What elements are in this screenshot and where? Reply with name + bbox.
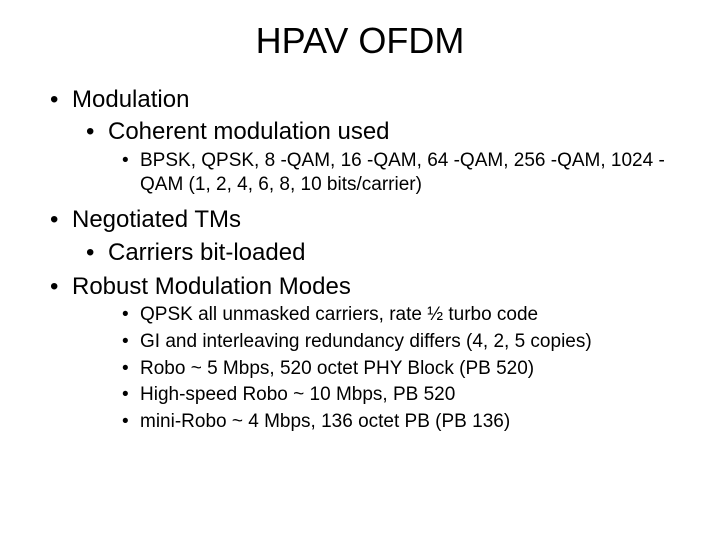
bullet-icon: • — [50, 84, 72, 116]
bullet-icon: • — [122, 410, 140, 435]
list-item: • Modulation • Coherent modulation used … — [50, 84, 690, 198]
list-item: • GI and interleaving redundancy differs… — [122, 330, 690, 355]
bullet-text: Negotiated TMs — [72, 204, 690, 236]
bullet-text: Robo ~ 5 Mbps, 520 octet PHY Block (PB 5… — [140, 357, 690, 382]
list-item: • Robo ~ 5 Mbps, 520 octet PHY Block (PB… — [122, 357, 690, 382]
bullet-icon: • — [122, 383, 140, 408]
list-item: • mini-Robo ~ 4 Mbps, 136 octet PB (PB 1… — [122, 410, 690, 435]
bullet-text: Modulation — [72, 84, 690, 116]
bullet-list-level-1: • Modulation • Coherent modulation used … — [30, 84, 690, 435]
slide-title: HPAV OFDM — [30, 20, 690, 62]
bullet-text: High-speed Robo ~ 10 Mbps, PB 520 — [140, 383, 690, 408]
bullet-text: GI and interleaving redundancy differs (… — [140, 330, 690, 355]
bullet-icon: • — [122, 303, 140, 328]
bullet-text: Robust Modulation Modes — [72, 271, 690, 303]
bullet-icon: • — [50, 271, 72, 303]
list-item: • BPSK, QPSK, 8 -QAM, 16 -QAM, 64 -QAM, … — [122, 149, 690, 198]
bullet-icon: • — [122, 357, 140, 382]
list-item: • Coherent modulation used • BPSK, QPSK,… — [86, 116, 690, 198]
list-item: • High-speed Robo ~ 10 Mbps, PB 520 — [122, 383, 690, 408]
bullet-icon: • — [86, 116, 108, 148]
bullet-list-level-2: • Carriers bit-loaded — [50, 237, 690, 269]
list-item: • QPSK all unmasked carriers, rate ½ tur… — [122, 303, 690, 328]
bullet-text: Coherent modulation used — [108, 116, 690, 148]
list-item: • Negotiated TMs • Carriers bit-loaded — [50, 204, 690, 269]
bullet-list-level-3: • BPSK, QPSK, 8 -QAM, 16 -QAM, 64 -QAM, … — [86, 149, 690, 198]
bullet-list-level-2: • QPSK all unmasked carriers, rate ½ tur… — [50, 303, 690, 434]
bullet-icon: • — [50, 204, 72, 236]
bullet-text: QPSK all unmasked carriers, rate ½ turbo… — [140, 303, 690, 328]
list-item: • Robust Modulation Modes • QPSK all unm… — [50, 271, 690, 435]
bullet-text: BPSK, QPSK, 8 -QAM, 16 -QAM, 64 -QAM, 25… — [140, 149, 690, 198]
bullet-icon: • — [86, 237, 108, 269]
list-item: • Carriers bit-loaded — [86, 237, 690, 269]
bullet-list-level-3: • QPSK all unmasked carriers, rate ½ tur… — [86, 303, 690, 434]
bullet-text: mini-Robo ~ 4 Mbps, 136 octet PB (PB 136… — [140, 410, 690, 435]
bullet-icon: • — [122, 149, 140, 174]
bullet-text: Carriers bit-loaded — [108, 237, 690, 269]
bullet-list-level-2: • Coherent modulation used • BPSK, QPSK,… — [50, 116, 690, 198]
bullet-icon: • — [122, 330, 140, 355]
